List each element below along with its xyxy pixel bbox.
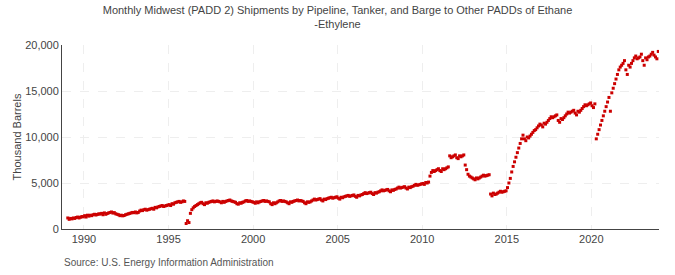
svg-text:Source: U.S. Energy Informatio: Source: U.S. Energy Information Administ…	[64, 257, 274, 268]
svg-text:Monthly Midwest (PADD 2) Shipm: Monthly Midwest (PADD 2) Shipments by Pi…	[103, 4, 573, 30]
svg-text:15,000: 15,000	[25, 85, 59, 97]
svg-text:2015: 2015	[495, 233, 519, 245]
svg-text:1990: 1990	[72, 233, 96, 245]
svg-text:1995: 1995	[156, 233, 180, 245]
svg-text:2010: 2010	[410, 233, 434, 245]
svg-text:20,000: 20,000	[25, 39, 59, 51]
svg-text:5,000: 5,000	[31, 177, 59, 189]
svg-text:2020: 2020	[579, 233, 603, 245]
svg-text:Thousand Barrels: Thousand Barrels	[11, 93, 23, 180]
svg-text:0: 0	[53, 223, 59, 235]
svg-text:10,000: 10,000	[25, 131, 59, 143]
svg-text:2005: 2005	[325, 233, 349, 245]
svg-text:2000: 2000	[241, 233, 265, 245]
